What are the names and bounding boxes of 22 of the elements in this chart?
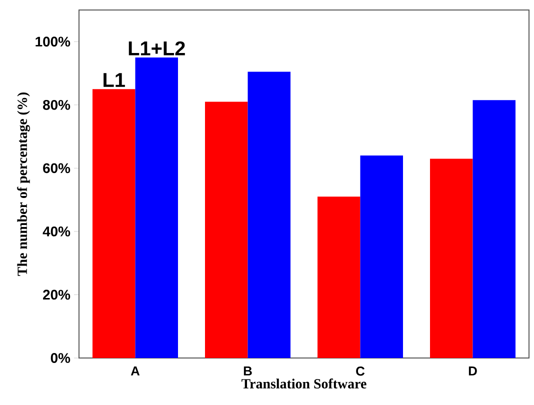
y-tick-label: 60%: [43, 163, 70, 174]
x-axis-title: Translation Software: [242, 378, 366, 388]
x-tick-label: B: [244, 366, 252, 376]
series-label: L1: [104, 73, 125, 87]
bar: [472, 100, 516, 358]
y-tick-label: 40%: [42, 226, 70, 236]
bar: [205, 102, 248, 358]
x-tick-label: A: [130, 366, 140, 376]
bar: [135, 57, 178, 358]
bar: [318, 196, 360, 358]
y-tick-label: 80%: [43, 100, 70, 110]
bar: [248, 72, 290, 358]
y-tick-label: 20%: [43, 290, 70, 300]
series-label: L1+L2: [128, 41, 185, 56]
x-tick-label: D: [468, 366, 477, 376]
x-tick-label: C: [356, 366, 365, 376]
y-axis-title: The number of percentage (%): [17, 92, 30, 276]
bar: [92, 89, 136, 358]
y-tick-label: 0%: [50, 353, 70, 363]
bar: [360, 156, 404, 358]
y-tick-label: 100%: [36, 36, 70, 47]
bar: [430, 158, 473, 358]
